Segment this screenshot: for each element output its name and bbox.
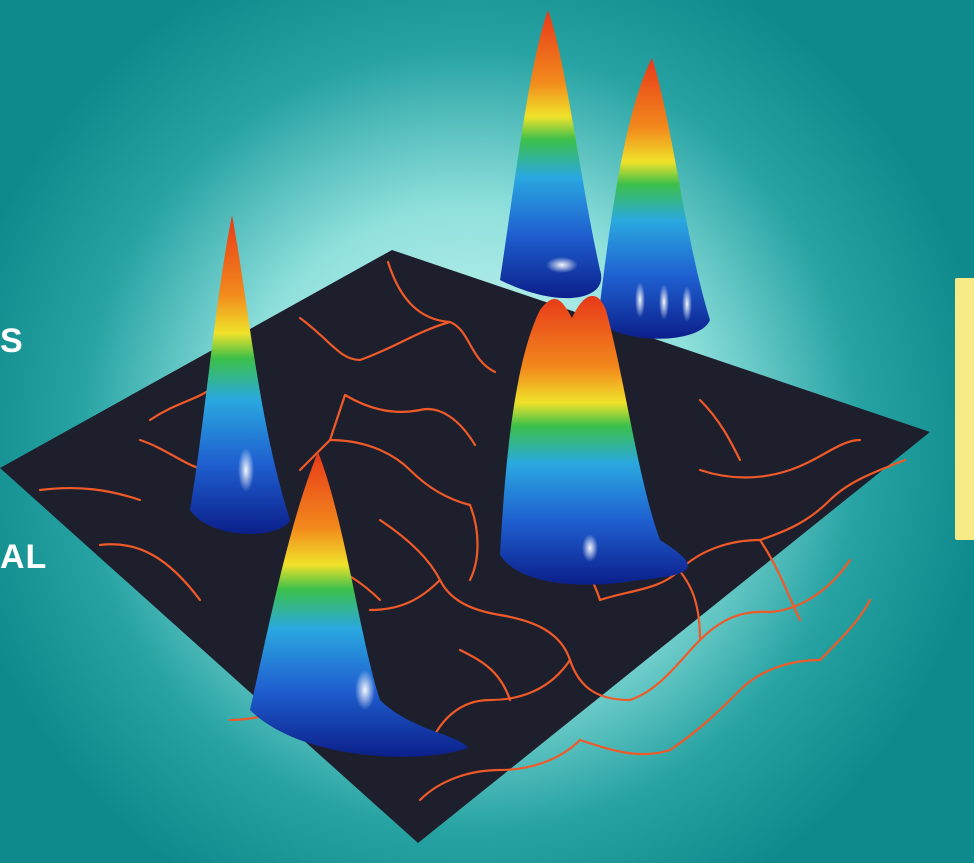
peak-left [190, 215, 290, 534]
peak-back-tall [500, 10, 602, 299]
yellow-card-edge [955, 278, 974, 540]
peak-front-left [250, 452, 468, 757]
peak-center-double [500, 295, 688, 585]
peak-back-right [598, 58, 710, 339]
side-text-fragment-bottom: AL [0, 538, 48, 576]
side-text-fragment-top: S [0, 322, 24, 360]
